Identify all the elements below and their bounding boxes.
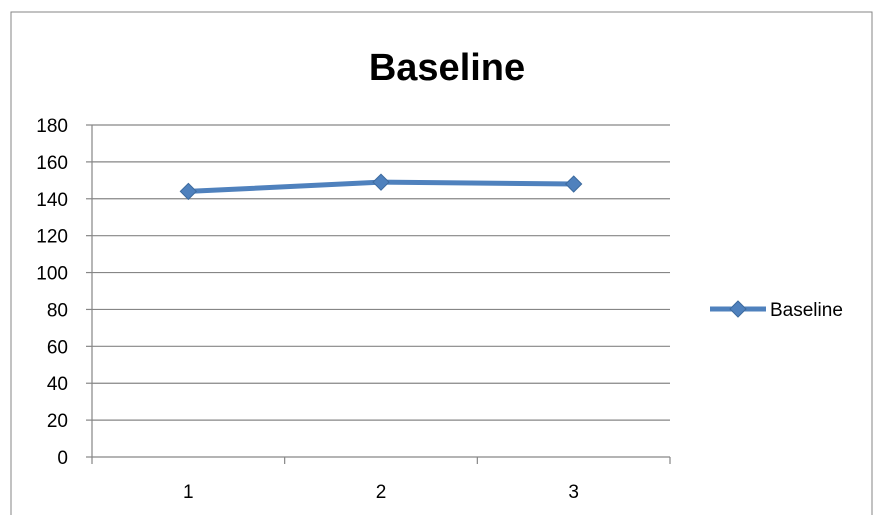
data-point-1 — [179, 182, 198, 201]
x-tick-label-1: 1 — [183, 482, 194, 503]
y-tick-label-160: 160 — [36, 153, 68, 174]
data-point-3 — [564, 175, 583, 193]
chart-title: Baseline — [369, 47, 525, 89]
axes — [86, 124, 671, 464]
chart-border — [10, 11, 873, 515]
legend: Baseline — [710, 300, 843, 321]
legend-diamond-marker — [729, 300, 747, 318]
x-tick-label-3: 3 — [568, 482, 579, 503]
y-tick-label-40: 40 — [47, 374, 68, 395]
y-tick-label-0: 0 — [57, 448, 68, 469]
y-tick-label-80: 80 — [47, 300, 68, 321]
y-tick-label-140: 140 — [36, 190, 68, 211]
y-tick-label-60: 60 — [47, 337, 68, 358]
y-tick-label-120: 120 — [36, 227, 68, 248]
series-baseline — [179, 173, 583, 201]
y-axis-tick-labels: 0 20 40 60 80 100 120 140 160 180 — [36, 116, 68, 469]
x-axis-tick-labels: 1 2 3 — [183, 482, 579, 503]
data-point-2 — [372, 173, 390, 191]
legend-label: Baseline — [770, 300, 843, 321]
y-tick-label-20: 20 — [47, 411, 68, 432]
y-tick-label-180: 180 — [36, 116, 68, 137]
x-tick-label-2: 2 — [376, 482, 387, 503]
y-tick-label-100: 100 — [36, 264, 68, 285]
